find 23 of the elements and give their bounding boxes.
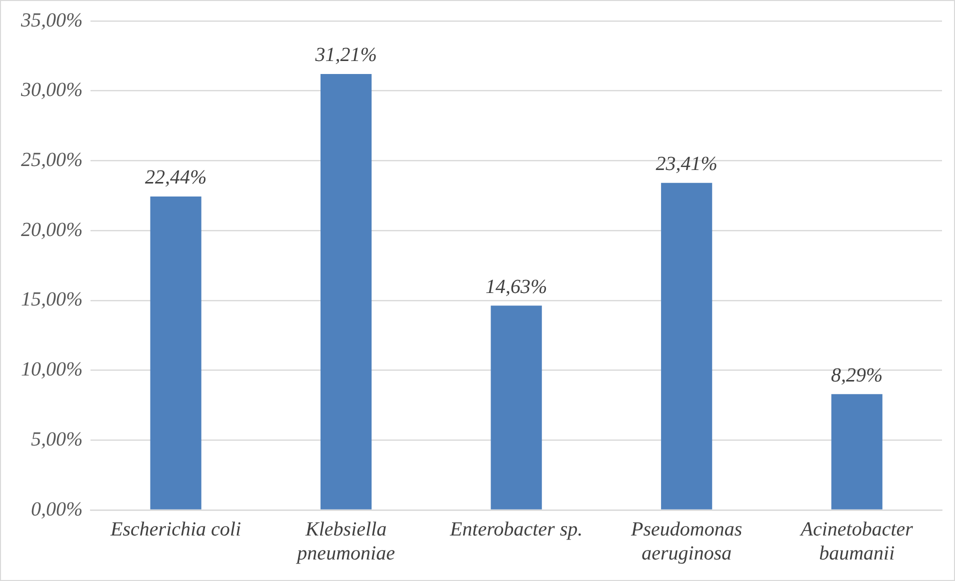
bar bbox=[490, 306, 542, 510]
bar bbox=[831, 394, 882, 510]
x-tick-label: Escherichia coli bbox=[110, 518, 242, 540]
data-label: 23,41% bbox=[656, 153, 718, 176]
y-tick-label: 30,00% bbox=[20, 79, 83, 102]
x-tick-label: Klebsiella pneumoniae bbox=[295, 518, 396, 564]
y-tick-label: 0,00% bbox=[30, 498, 83, 520]
y-tick-label: 15,00% bbox=[20, 288, 83, 311]
data-label: 31,21% bbox=[314, 44, 377, 66]
bar bbox=[150, 196, 202, 510]
data-label: 14,63% bbox=[485, 276, 548, 298]
bar bbox=[320, 74, 372, 510]
y-tick-label: 10,00% bbox=[20, 358, 83, 381]
y-tick-label: 35,00% bbox=[20, 9, 83, 32]
y-tick-label: 5,00% bbox=[30, 428, 83, 450]
x-tick-label: Pseudomonas aeruginosa bbox=[630, 518, 742, 564]
bar bbox=[661, 182, 712, 510]
x-tick-label: Enterobacter sp. bbox=[449, 518, 583, 540]
data-label: 22,44% bbox=[144, 166, 207, 189]
x-tick-label: Acinetobacter baumanii bbox=[798, 518, 914, 564]
y-tick-label: 20,00% bbox=[20, 218, 83, 241]
y-tick-label: 25,00% bbox=[20, 148, 83, 171]
data-label: 8,29% bbox=[831, 364, 883, 386]
